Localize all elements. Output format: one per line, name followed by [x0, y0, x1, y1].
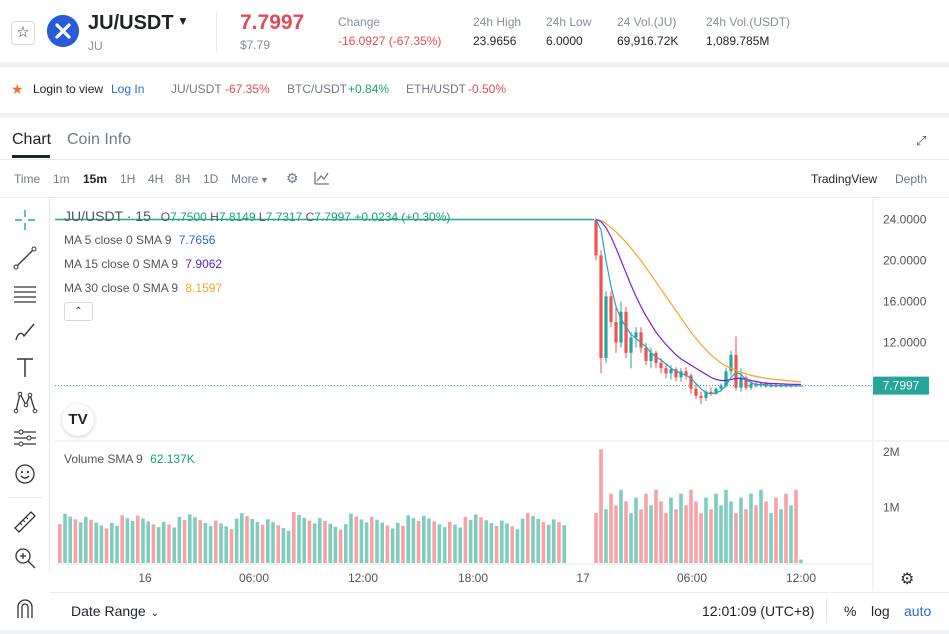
legend-ma30: MA 30 close 0 SMA 9 8.1597	[64, 281, 223, 295]
view-tradingview[interactable]: TradingView	[811, 172, 878, 186]
legend-ma15: MA 15 close 0 SMA 9 7.9062	[64, 257, 223, 271]
date-range-button[interactable]: Date Range ⌄	[71, 603, 160, 619]
interval-1h[interactable]: 1H	[120, 172, 136, 186]
legend-close: 7.7997	[314, 210, 351, 224]
bottom-divider	[50, 592, 949, 593]
ticker-pair-eth[interactable]: ETH/USDT	[406, 82, 466, 96]
text-tool-icon[interactable]	[12, 354, 38, 380]
legend-symbol-text: JU/USDT · 15	[64, 208, 151, 224]
ticker-strip	[0, 67, 949, 113]
vol-usdt-label: 24h Vol.(USDT)	[706, 15, 791, 29]
chart-panel	[0, 118, 949, 630]
login-link[interactable]: Log In	[111, 82, 145, 96]
interval-15m[interactable]: 15m	[83, 172, 108, 186]
pair-dropdown-caret-icon[interactable]: ▼	[177, 14, 189, 28]
legend-ohlc: O7.7500 H7.8149 L7.7317 C7.7997 +0.0234 …	[160, 210, 451, 224]
legend-ma5: MA 5 close 0 SMA 9 7.7656	[64, 233, 216, 247]
toolbar-divider	[8, 497, 42, 498]
footer-divider	[826, 598, 827, 622]
view-depth[interactable]: Depth	[895, 172, 928, 186]
fib-lines-icon[interactable]	[12, 281, 38, 307]
brush-icon[interactable]	[12, 318, 38, 344]
vol-ju-label: 24 Vol.(JU)	[617, 15, 677, 29]
favorite-star-icon[interactable]: ☆	[11, 21, 35, 45]
legend-symbol: JU/USDT · 15 O7.7500 H7.8149 L7.7317 C7.…	[64, 208, 450, 224]
low-label: 24h Low	[546, 15, 592, 29]
ticker-pair-btc[interactable]: BTC/USDT	[287, 82, 347, 96]
crosshair-icon[interactable]	[12, 207, 38, 233]
more-caret-icon[interactable]: ▼	[260, 175, 269, 185]
legend-ma5-value: 7.7656	[178, 233, 216, 247]
percent-toggle[interactable]: %	[844, 603, 857, 619]
interval-8h[interactable]: 8H	[175, 172, 191, 186]
interval-time[interactable]: Time	[14, 172, 41, 186]
legend-open: 7.7500	[170, 210, 207, 224]
clock-display[interactable]: 12:01:09 (UTC+8)	[702, 603, 815, 619]
pattern-tool-icon[interactable]	[12, 389, 38, 415]
interval-4h[interactable]: 4H	[148, 172, 164, 186]
chart-settings-gear-icon[interactable]: ⚙	[900, 571, 915, 588]
magnet-icon[interactable]	[12, 596, 38, 622]
vol-ju-value: 69,916.72K	[617, 34, 679, 48]
toolbar-separator	[49, 199, 53, 571]
interval-1m[interactable]: 1m	[53, 172, 70, 186]
high-value: 23.9656	[473, 34, 517, 48]
hot-star-icon: ★	[11, 81, 24, 97]
legend-high: 7.8149	[218, 210, 256, 224]
prediction-tool-icon[interactable]	[12, 425, 38, 451]
ticker-pair-ju[interactable]: JU/USDT	[171, 82, 222, 96]
indicators-icon[interactable]	[314, 170, 330, 189]
interval-1d[interactable]: 1D	[203, 172, 219, 186]
high-label: 24h High	[473, 15, 522, 29]
legend-ma15-value: 7.9062	[185, 257, 223, 271]
interval-more[interactable]: More	[231, 172, 259, 186]
vol-usdt-value: 1,089.785M	[706, 34, 770, 48]
header-divider	[216, 12, 217, 52]
settings-gear-icon[interactable]: ⚙	[286, 170, 299, 186]
trend-line-icon[interactable]	[12, 245, 38, 271]
zoom-in-icon[interactable]	[12, 545, 38, 571]
emoji-icon[interactable]	[12, 461, 38, 487]
market-header: ☆ JU/USDT ▼ JU 7.7997 $7.79 Change -16.0…	[0, 0, 949, 62]
login-prompt: Login to view	[33, 82, 104, 96]
base-asset: JU	[88, 39, 103, 53]
tab-divider	[0, 159, 949, 160]
legend-volume-value: 62.137K	[150, 452, 195, 466]
ruler-icon[interactable]	[12, 509, 38, 535]
ticker-change-btc: +0.84%	[348, 82, 390, 96]
last-price: 7.7997	[240, 11, 305, 34]
auto-toggle[interactable]: auto	[904, 603, 932, 619]
legend-volume: Volume SMA 9 62.137K	[64, 452, 195, 466]
date-range-caret-icon: ⌄	[150, 608, 160, 619]
legend-ma30-value: 8.1597	[185, 281, 223, 295]
change-value: -16.0927 (-67.35%)	[338, 34, 442, 48]
log-toggle[interactable]: log	[871, 603, 890, 619]
interval-divider	[0, 197, 949, 198]
tab-coin-info[interactable]: Coin Info	[67, 131, 132, 148]
pair-name[interactable]: JU/USDT	[88, 12, 174, 34]
fullscreen-icon[interactable]: ⤢	[916, 133, 927, 148]
low-value: 6.0000	[546, 34, 583, 48]
tab-chart[interactable]: Chart	[12, 131, 52, 148]
tab-chart-underline	[12, 155, 50, 158]
ticker-change-ju: -67.35%	[225, 82, 270, 96]
change-label: Change	[338, 15, 381, 29]
legend-low: 7.7317	[265, 210, 303, 224]
ju-logo-icon	[47, 15, 79, 47]
last-price-usd: $7.79	[240, 38, 271, 52]
tradingview-logo-icon[interactable]: TV	[62, 404, 94, 436]
collapse-legend-button[interactable]: ⌃	[64, 302, 93, 321]
ticker-change-eth: -0.50%	[468, 82, 507, 96]
legend-change: +0.0234 (+0.30%)	[354, 210, 451, 224]
